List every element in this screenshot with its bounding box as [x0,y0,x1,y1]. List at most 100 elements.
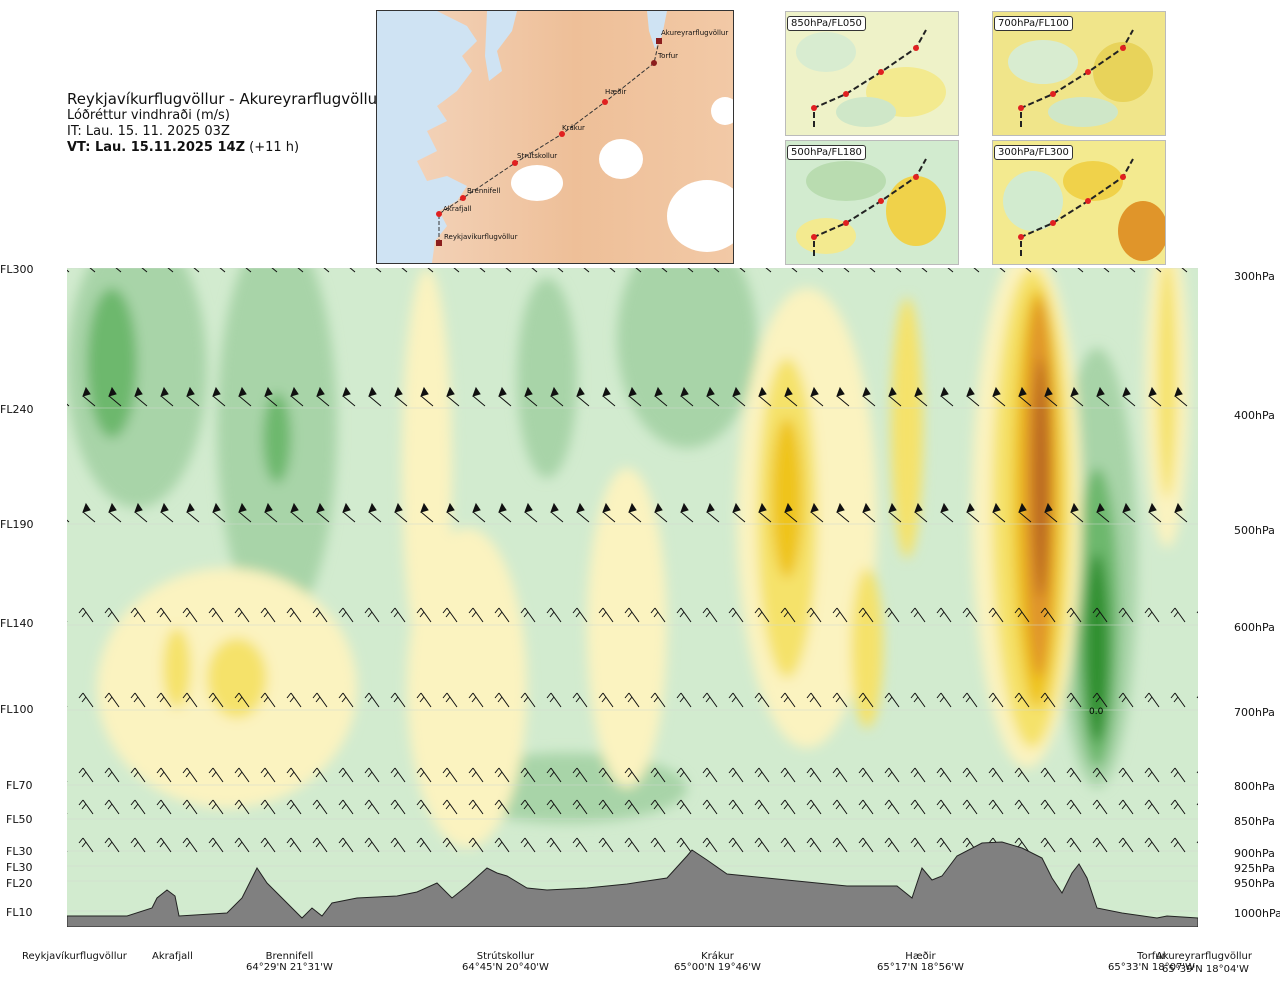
wind-barb [316,386,330,407]
wind-barb [338,799,354,815]
wind-barb [338,767,354,783]
wind-barb [962,767,978,783]
flight-level-label: FL240 [0,403,34,416]
wind-barb [494,767,510,783]
wind-barb [472,386,486,407]
sink-region [1085,553,1109,743]
wind-barb [624,837,640,853]
wind-barb [1070,502,1084,523]
wind-barb [1040,767,1056,783]
inset-label: 850hPa/FL050 [787,16,866,31]
wind-barb [442,799,458,815]
wind-barb [546,692,562,708]
wind-barb [832,837,848,853]
wind-barb [754,607,770,623]
wind-barb [1144,767,1160,783]
wind-barb [572,692,588,708]
wind-barb [290,502,304,523]
wind-barb [130,837,146,853]
wind-barb [754,799,770,815]
wind-barb [862,386,876,407]
wind-barb [494,799,510,815]
route-map-svg [377,11,733,263]
wind-barb [598,837,614,853]
inset-700-field [993,12,1165,135]
glacier [599,139,643,179]
wind-barb [962,692,978,708]
wind-barb [832,692,848,708]
wind-barb [784,386,798,407]
wind-barb [780,767,796,783]
sink-region [617,228,757,448]
variable-label: Lóðréttur vindhraði (m/s) [67,108,230,123]
wind-barb [572,799,588,815]
vertical-velocity-field [67,228,1189,848]
waypoint-label: Reykjavíkurflugvöllur [22,951,127,962]
station-marker [512,160,518,166]
wind-barb [78,767,94,783]
wind-barb [832,767,848,783]
wind-barb [108,502,122,523]
wind-barb [680,502,694,523]
wind-barb [368,386,382,407]
wind-barb [472,502,486,523]
wind-barb [676,767,692,783]
wind-barb [706,502,720,523]
wind-barb [286,607,302,623]
wind-barb [624,692,640,708]
wind-barb [1044,386,1058,407]
wind-barb [780,837,796,853]
wind-barb [910,692,926,708]
wind-barb [468,799,484,815]
wind-barb [962,607,978,623]
wind-barb [524,386,538,407]
wind-barb [732,502,746,523]
rise-region [587,468,667,788]
flight-level-label: FL30 [6,845,33,858]
station-marker [436,240,442,246]
wind-barb [1118,799,1134,815]
wind-barb [416,767,432,783]
wind-barb [390,607,406,623]
wind-barb [546,799,562,815]
wind-barb [1122,386,1136,407]
wind-barb [1144,692,1160,708]
wind-barb [676,692,692,708]
wind-barb [260,767,276,783]
wind-barb [758,386,772,407]
wind-barb [1092,837,1108,853]
wind-barb [468,837,484,853]
wind-barb [364,767,380,783]
wind-barb [160,502,174,523]
map-label: Reykjavíkurflugvöllur [444,233,518,241]
wind-barb [1170,692,1186,708]
wind-barb [550,502,564,523]
pressure-level-label: 925hPa [1234,862,1275,875]
station-marker [559,131,565,137]
wind-barb [546,837,562,853]
flight-level-label: FL50 [6,813,33,826]
wind-barb [498,386,512,407]
wind-barb [784,502,798,523]
wind-barb [442,692,458,708]
wind-barb [238,502,252,523]
wind-barb [884,799,900,815]
wind-barb [936,767,952,783]
wind-barb [732,386,746,407]
wind-barb [364,692,380,708]
wind-barb [104,607,120,623]
inset-label: 700hPa/FL100 [994,16,1073,31]
wind-barb [910,799,926,815]
waypoint-label: Torfur 65°33'N 18°07'W [1108,951,1195,973]
rise-region [207,638,267,718]
wind-barb [988,692,1004,708]
wind-barb [156,837,172,853]
wind-barb [234,692,250,708]
flight-level-label: FL140 [0,617,34,630]
terrain-profile [66,841,1199,928]
wind-barb [420,502,434,523]
fjord-north [647,11,667,49]
wind-barb [78,799,94,815]
wind-barb [234,607,250,623]
map-label: Hæðir [605,88,627,96]
